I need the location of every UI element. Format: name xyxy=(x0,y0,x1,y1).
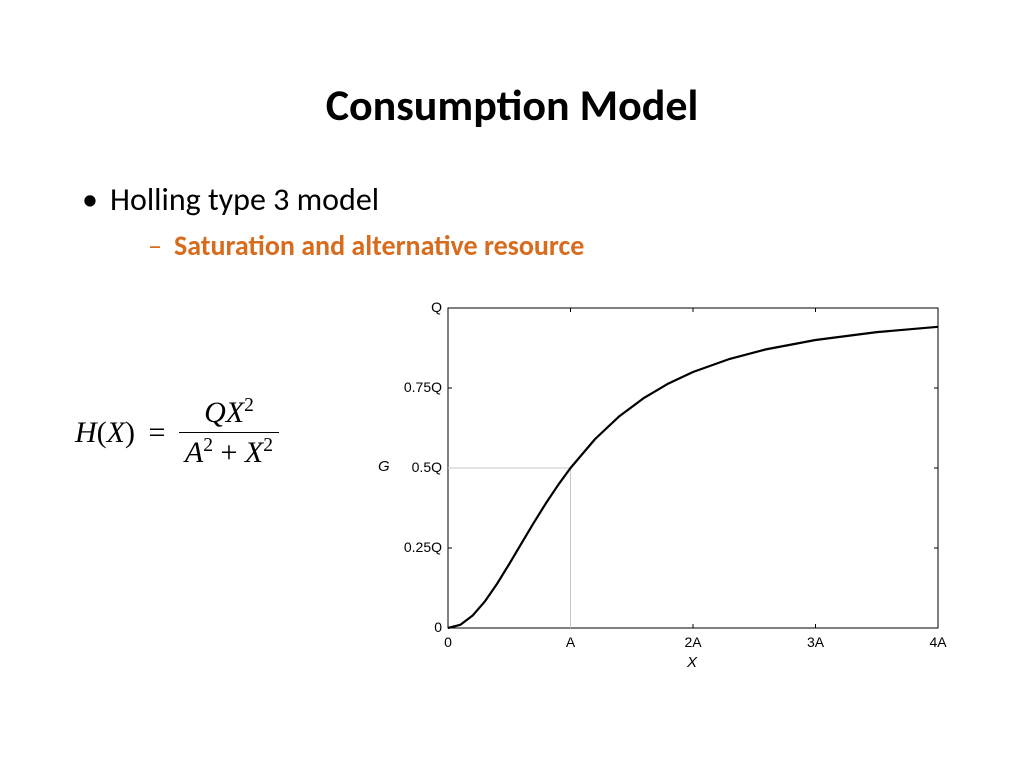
formula-num-exp: 2 xyxy=(244,395,254,416)
ytick-label: 0.75Q xyxy=(404,379,442,395)
chart-ylabel: G xyxy=(378,458,390,475)
slide: Consumption Model Holling type 3 model S… xyxy=(0,0,1024,768)
ytick-label: Q xyxy=(431,299,442,315)
formula-den-x-exp: 2 xyxy=(263,435,273,456)
formula-fraction: QX2 A2 + X2 xyxy=(179,395,279,470)
formula-den-a-exp: 2 xyxy=(203,435,213,456)
slide-title: Consumption Model xyxy=(0,78,1024,132)
formula-den-plus: + xyxy=(213,436,245,469)
bullet-level2: Saturation and alternative resource xyxy=(174,228,584,263)
bullet-level1: Holling type 3 model xyxy=(110,180,379,219)
formula-denominator: A2 + X2 xyxy=(179,432,279,470)
ytick-label: 0 xyxy=(434,619,442,635)
chart-svg xyxy=(368,298,958,678)
xtick-label: 4A xyxy=(918,634,958,650)
formula-lhs: H(X) xyxy=(75,416,135,450)
formula-den-a: A xyxy=(185,436,203,469)
formula-arg: X xyxy=(107,416,125,449)
xtick-label: 0 xyxy=(428,634,468,650)
formula-num-x: X xyxy=(226,396,244,429)
ytick-label: 0.5Q xyxy=(412,459,442,475)
xtick-label: A xyxy=(551,634,591,650)
formula-num-q: Q xyxy=(204,396,226,429)
formula-func: H xyxy=(75,416,97,449)
chart-xlabel: X xyxy=(687,654,697,671)
formula-equals: = xyxy=(143,416,172,450)
xtick-label: 2A xyxy=(673,634,713,650)
chart-container: G X 0 A 2A 3A 4A 0 0.25Q 0.5Q 0.75Q Q xyxy=(368,298,958,678)
formula: H(X) = QX2 A2 + X2 xyxy=(75,395,279,470)
formula-den-x: X xyxy=(245,436,263,469)
ytick-label: 0.25Q xyxy=(404,539,442,555)
xtick-label: 3A xyxy=(796,634,836,650)
formula-numerator: QX2 xyxy=(179,395,279,432)
